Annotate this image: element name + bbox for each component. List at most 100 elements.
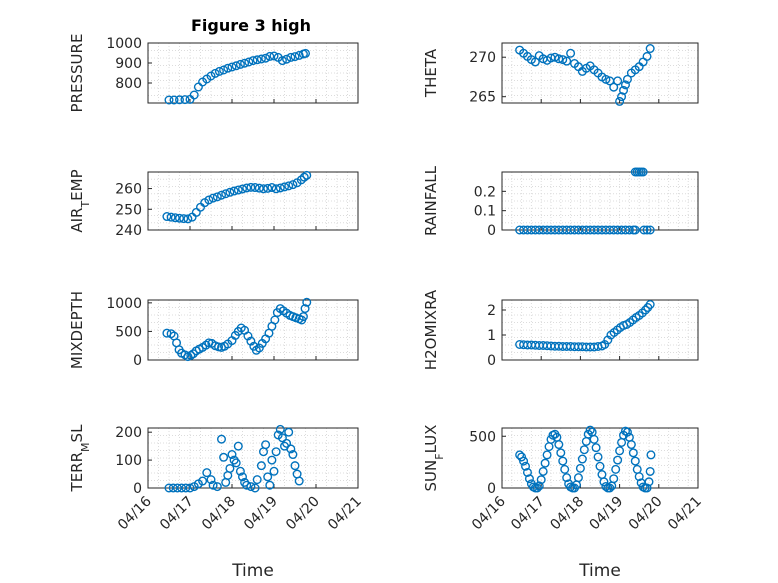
data-point xyxy=(639,225,649,235)
data-point xyxy=(630,456,640,466)
data-point xyxy=(227,450,237,460)
data-point xyxy=(172,483,182,493)
data-point xyxy=(550,52,560,62)
data-point xyxy=(619,85,629,95)
data-point xyxy=(235,59,245,69)
data-point xyxy=(284,181,294,191)
data-point xyxy=(613,76,623,86)
y-axis-label-main: THETA xyxy=(422,48,440,98)
data-point xyxy=(611,464,621,474)
data-point xyxy=(609,82,619,92)
axes-box xyxy=(147,171,359,231)
y-tick-label: 240 xyxy=(115,223,142,239)
x-tick-label: 04/19 xyxy=(587,494,627,534)
data-point xyxy=(645,44,655,54)
data-point xyxy=(212,192,222,202)
data-point xyxy=(188,349,198,359)
axes-box xyxy=(147,42,359,104)
data-point xyxy=(237,184,247,194)
data-point xyxy=(300,304,310,314)
y-tick-label: 1000 xyxy=(106,36,142,52)
y-axis-label: AIRTEMP xyxy=(68,169,92,232)
data-point xyxy=(282,54,292,64)
data-point xyxy=(591,443,601,453)
y-tick-label: 100 xyxy=(115,453,142,469)
data-point xyxy=(208,480,218,490)
y-axis-label-main: TERR xyxy=(68,452,86,493)
data-point xyxy=(290,461,300,471)
y-tick-label: 800 xyxy=(115,76,142,92)
data-point xyxy=(562,56,572,66)
axes-box xyxy=(501,299,699,361)
data-point xyxy=(284,427,294,437)
data-point xyxy=(195,202,205,212)
x-tick-label: 04/17 xyxy=(508,494,548,534)
subplot-h2omixra: 0 1 2 H2OMIXRA xyxy=(422,289,699,370)
data-point xyxy=(622,74,632,84)
y-axis-label: SUNFLUX xyxy=(422,425,446,492)
data-point xyxy=(640,305,650,315)
axes-box xyxy=(501,42,699,104)
data-point xyxy=(233,185,243,195)
data-point xyxy=(174,213,184,223)
x-tick-label: 04/18 xyxy=(547,494,587,534)
x-tick-label: 04/21 xyxy=(665,494,705,534)
data-point xyxy=(645,466,655,476)
data-point xyxy=(225,463,235,473)
y-tick-label: 265 xyxy=(469,90,496,106)
data-point xyxy=(626,440,636,450)
data-point xyxy=(240,58,250,68)
data-point xyxy=(575,463,585,473)
data-point xyxy=(288,180,298,190)
data-point xyxy=(620,80,630,90)
data-point xyxy=(617,437,627,447)
x-tick-label: 04/18 xyxy=(199,494,239,534)
data-point xyxy=(632,464,642,474)
subplot-sun_flux: 0 500 04/16 04/17 04/18 04/19 04/20 04/21 SUNFLU… xyxy=(422,425,705,581)
data-point xyxy=(519,456,529,466)
y-tick-label: 1000 xyxy=(106,296,142,312)
data-point xyxy=(269,466,279,476)
x-axis-label: Time xyxy=(231,561,274,581)
data-point xyxy=(617,92,627,102)
data-point xyxy=(246,182,256,192)
data-point xyxy=(521,461,531,471)
data-point xyxy=(252,475,262,485)
data-point xyxy=(645,300,655,310)
data-point xyxy=(164,483,174,493)
data-point xyxy=(208,193,218,203)
data-point xyxy=(534,481,544,491)
data-point xyxy=(562,473,572,483)
data-point xyxy=(282,438,292,448)
data-point xyxy=(216,190,226,200)
data-point xyxy=(560,464,570,474)
data-point xyxy=(185,483,195,493)
data-point xyxy=(219,452,229,462)
data-point xyxy=(219,65,229,75)
y-axis-label-main: MIXDEPTH xyxy=(68,291,86,369)
y-tick-label: 0 xyxy=(487,223,496,239)
data-point xyxy=(280,182,290,192)
data-point xyxy=(221,189,231,199)
data-point xyxy=(275,424,285,434)
data-point xyxy=(593,452,603,462)
axes-box xyxy=(501,171,699,231)
data-point xyxy=(231,61,241,71)
x-tick-label: 04/17 xyxy=(157,494,197,534)
data-point xyxy=(634,472,644,482)
data-point xyxy=(263,472,273,482)
subplot-pressure: 800 900 1000 PRESSURE xyxy=(68,34,359,112)
data-point xyxy=(250,483,260,493)
data-point xyxy=(286,52,296,62)
data-point xyxy=(542,450,552,460)
data-point xyxy=(231,458,241,468)
axes-box xyxy=(501,427,699,489)
y-tick-label: 250 xyxy=(115,202,142,218)
y-tick-label: 500 xyxy=(469,429,496,445)
data-point xyxy=(622,427,632,437)
y-axis-label-main: SUN xyxy=(422,460,440,492)
data-point xyxy=(566,48,576,58)
data-point xyxy=(554,54,564,64)
data-point xyxy=(613,455,623,465)
